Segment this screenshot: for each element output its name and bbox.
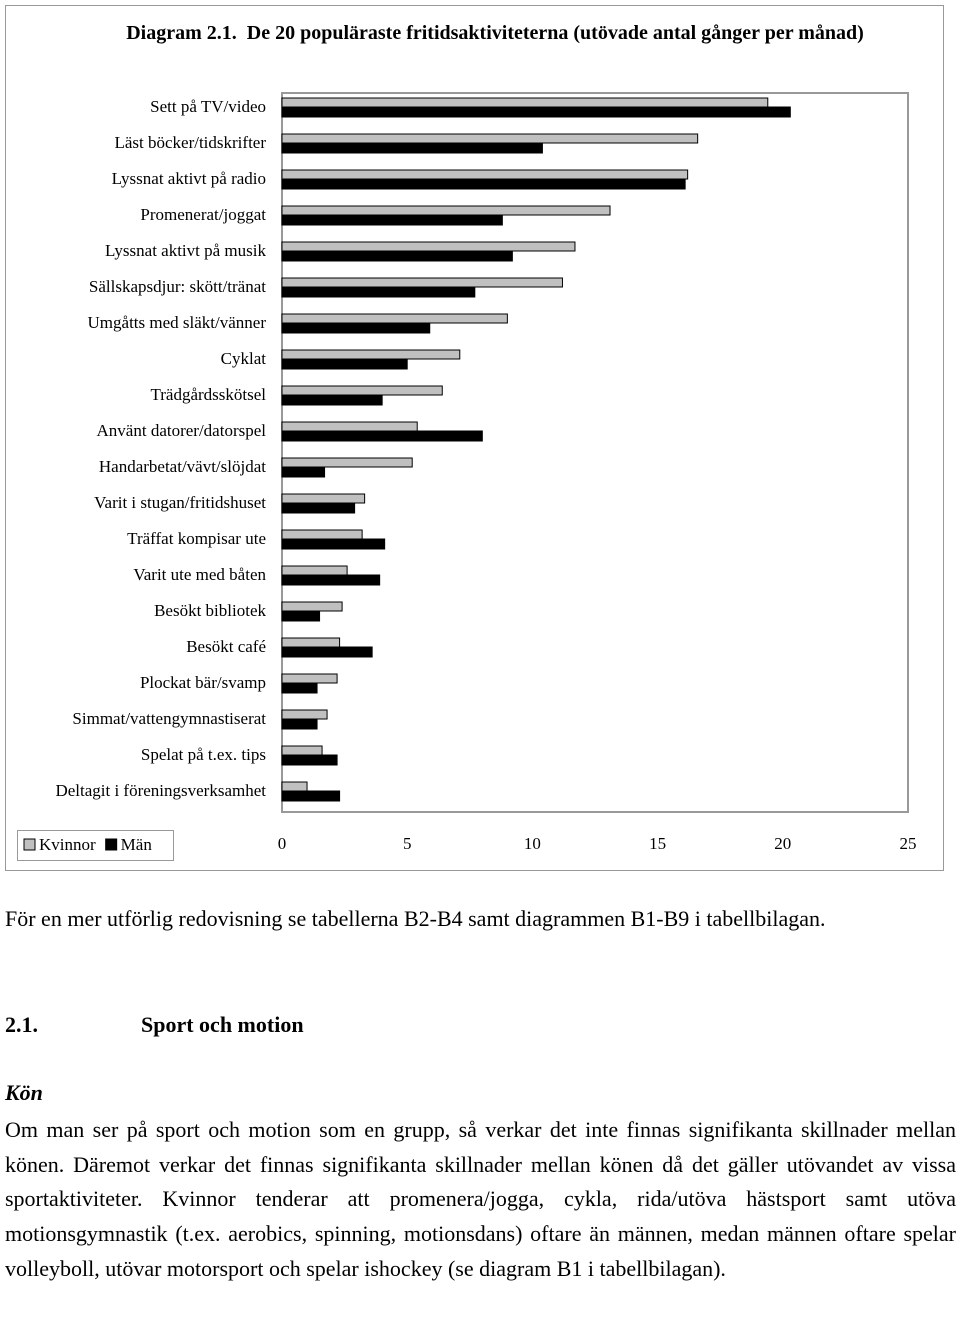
- section-number: 2.1.: [5, 1012, 38, 1037]
- y-tick-label: Handarbetat/vävt/slöjdat: [99, 457, 266, 476]
- bar: [281, 214, 503, 226]
- x-tick-label: 20: [774, 834, 791, 853]
- y-tick-label: Deltagit i föreningsverksamhet: [55, 781, 266, 800]
- section-heading: 2.1. Sport och motion: [5, 1012, 304, 1038]
- y-tick-label: Träffat kompisar ute: [127, 529, 266, 548]
- bar: [281, 313, 508, 324]
- bar: [281, 574, 381, 586]
- y-tick-label: Sällskapsdjur: skött/tränat: [89, 277, 266, 296]
- bar: [281, 178, 686, 190]
- bar: [281, 610, 321, 622]
- chart: 0 5 10 15 20 25 Sett på TV/video Läst böcker/ti…: [5, 5, 944, 871]
- x-tick-label: 5: [403, 834, 412, 853]
- subheading: Kön: [5, 1080, 43, 1105]
- bar: [281, 349, 461, 360]
- y-tick-label: Trädgårdsskötsel: [150, 385, 266, 404]
- legend-swatch: [105, 838, 118, 851]
- bar: [281, 169, 689, 180]
- x-tick-label: 0: [278, 834, 287, 853]
- bar: [281, 97, 769, 108]
- legend-swatch: [23, 838, 36, 851]
- bar: [281, 745, 323, 756]
- paragraph: Om man ser på sport och motion som en gr…: [5, 1117, 956, 1281]
- bar: [281, 790, 341, 802]
- bar: [281, 385, 443, 396]
- bar: [281, 538, 386, 550]
- bar: [281, 637, 341, 648]
- y-tick-label: Spelat på t.ex. tips: [141, 745, 266, 764]
- legend-box: [17, 830, 174, 861]
- bar: [281, 709, 328, 720]
- title-text: De 20 populäraste fritidsaktiviteterna (…: [246, 22, 864, 44]
- bar: [281, 718, 318, 730]
- bar: [281, 781, 308, 792]
- title-label: Diagram 2.1.: [126, 22, 237, 44]
- bar: [281, 601, 343, 612]
- legend-label: Män: [121, 835, 153, 854]
- bar: [281, 322, 431, 334]
- plot-area: [281, 92, 909, 813]
- y-tick-label: Umgåtts med släkt/vänner: [88, 313, 267, 332]
- y-tick-label: Varit ute med båten: [133, 565, 266, 584]
- x-tick-label: 10: [524, 834, 541, 853]
- y-tick-label: Simmat/vattengymnastiserat: [72, 709, 266, 728]
- y-tick-label: Läst böcker/tidskrifter: [114, 133, 266, 152]
- bar: [281, 466, 326, 478]
- y-tick-label: Besökt café: [186, 637, 266, 656]
- legend-label: Kvinnor: [39, 835, 96, 854]
- bar: [281, 358, 408, 370]
- bar: [281, 430, 483, 442]
- y-tick-label: Sett på TV/video: [150, 97, 266, 116]
- bar: [281, 502, 356, 514]
- y-tick-label: Lyssnat aktivt på musik: [105, 241, 267, 260]
- x-tick-label: 15: [649, 834, 666, 853]
- bar: [281, 286, 476, 298]
- bar: [281, 241, 576, 252]
- chart-title: Diagram 2.1. De 20 populäraste fritidsak…: [100, 18, 890, 48]
- bar: [281, 250, 513, 262]
- y-tick-label: Lyssnat aktivt på radio: [112, 169, 266, 188]
- y-tick-label: Promenerat/joggat: [140, 205, 266, 224]
- bar: [281, 142, 543, 154]
- bar: [281, 277, 563, 288]
- bar: [281, 754, 338, 766]
- x-tick-label: 25: [900, 834, 917, 853]
- bar: [281, 646, 373, 658]
- bar: [281, 565, 348, 576]
- caption: För en mer utförlig redovisning se tabel…: [5, 906, 826, 931]
- bar: [281, 457, 413, 468]
- bar: [281, 394, 383, 406]
- section-title: Sport och motion: [141, 1012, 304, 1037]
- bar: [281, 529, 363, 540]
- bar: [281, 493, 366, 504]
- bar: [281, 421, 418, 432]
- y-tick-label: Besökt bibliotek: [154, 601, 266, 620]
- bar: [281, 673, 338, 684]
- y-tick-label: Cyklat: [221, 349, 267, 368]
- y-tick-label: Använt datorer/datorspel: [97, 421, 267, 440]
- y-tick-label: Varit i stugan/fritidshuset: [94, 493, 266, 512]
- bar: [281, 133, 699, 144]
- y-tick-label: Plockat bär/svamp: [140, 673, 266, 692]
- bar: [281, 682, 318, 694]
- bar: [281, 205, 611, 216]
- bar: [281, 106, 791, 118]
